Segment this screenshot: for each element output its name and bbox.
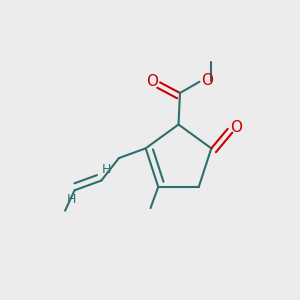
Text: H: H xyxy=(66,193,76,206)
Text: H: H xyxy=(102,163,111,176)
Text: O: O xyxy=(146,74,158,89)
Text: O: O xyxy=(201,73,213,88)
Text: O: O xyxy=(230,120,242,135)
